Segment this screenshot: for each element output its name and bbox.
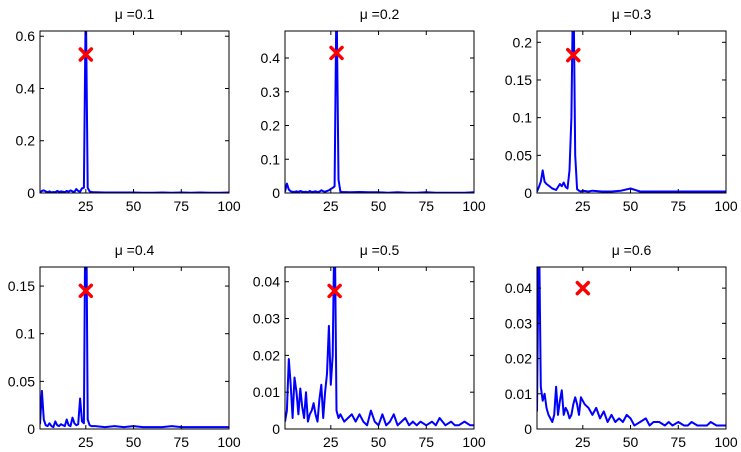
x-tick-label: 100 [217, 198, 241, 214]
y-tick-label: 0.04 [505, 280, 532, 296]
y-tick-label: 0 [272, 421, 280, 437]
peak-marker [575, 280, 591, 296]
series-line [40, 31, 229, 193]
axes-box [536, 266, 727, 430]
y-tick-label: 0 [524, 421, 532, 437]
y-tick-label: 0.2 [261, 118, 281, 134]
x-tick-label: 75 [418, 434, 434, 450]
subplot-title: μ =0.6 [612, 242, 652, 258]
peak-marker [329, 45, 344, 61]
y-tick-label: 0.05 [8, 373, 35, 389]
subplot-4: μ =0.4 25 50 75 100 0 0.05 0.1 0.15 [8, 242, 241, 450]
axes-box [39, 30, 230, 194]
axes-box [284, 266, 475, 430]
x-tick-label: 50 [623, 198, 639, 214]
x-tick-label: 25 [323, 434, 339, 450]
series-line [537, 31, 726, 193]
y-tick-label: 0 [272, 185, 280, 201]
y-tick-label: 0.2 [513, 34, 533, 50]
marker-stroke-b [327, 283, 342, 299]
y-tick-label: 0.02 [505, 351, 532, 367]
marker-stroke-b [575, 280, 591, 296]
x-tick-label: 50 [623, 434, 639, 450]
y-tick-label: 0.15 [505, 72, 532, 88]
series-line [285, 267, 474, 427]
x-tick-label: 100 [714, 198, 738, 214]
series-line [537, 267, 726, 427]
y-tick-label: 0 [27, 185, 35, 201]
x-tick-label: 75 [173, 434, 189, 450]
x-tick-label: 25 [323, 198, 339, 214]
marker-stroke-b [329, 45, 344, 61]
x-tick-label: 25 [78, 434, 94, 450]
marker-stroke-b [78, 283, 94, 299]
x-tick-label: 75 [418, 198, 434, 214]
x-tick-label: 50 [371, 198, 387, 214]
peak-marker [327, 283, 342, 299]
y-tick-label: 0.3 [261, 84, 281, 100]
y-tick-label: 0.1 [513, 110, 533, 126]
y-tick-label: 0.6 [16, 28, 36, 44]
y-tick-label: 0.02 [253, 347, 280, 363]
axes-box [39, 266, 230, 430]
y-tick-label: 0 [524, 185, 532, 201]
y-tick-label: 0.4 [16, 80, 36, 96]
marker-stroke-b [78, 47, 94, 62]
subplot-5: μ =0.5 25 50 75 100 0 0.01 0.02 0.03 0.04 [253, 242, 486, 450]
y-tick-label: 0.4 [261, 50, 281, 66]
x-tick-label: 25 [575, 434, 591, 450]
x-tick-label: 50 [371, 434, 387, 450]
subplot-title: μ =0.3 [612, 6, 652, 22]
subplot-title: μ =0.4 [115, 242, 155, 258]
subplot-1: μ =0.1 25 50 75 100 0 0.2 0.4 0.6 [16, 6, 241, 214]
x-tick-label: 100 [462, 434, 486, 450]
x-tick-label: 50 [126, 434, 142, 450]
y-tick-label: 0.1 [16, 326, 36, 342]
peak-marker [78, 47, 94, 62]
subplot-3: μ =0.3 25 50 75 100 0 0.05 0.1 0.15 0.2 [505, 6, 738, 214]
x-tick-label: 50 [126, 198, 142, 214]
subplot-title: μ =0.5 [360, 242, 400, 258]
x-tick-label: 25 [575, 198, 591, 214]
subplot-title: μ =0.2 [360, 6, 400, 22]
y-tick-label: 0.03 [253, 311, 280, 327]
axes-box [284, 30, 475, 194]
x-tick-label: 100 [217, 434, 241, 450]
y-tick-label: 0.2 [16, 133, 36, 149]
y-tick-label: 0.1 [261, 151, 281, 167]
x-tick-label: 75 [173, 198, 189, 214]
subplot-2: μ =0.2 25 50 75 100 0 0.1 0.2 0.3 0.4 [261, 6, 486, 214]
x-tick-label: 25 [78, 198, 94, 214]
axes-box [536, 30, 727, 194]
y-tick-label: 0.04 [253, 274, 280, 290]
marker-stroke-b [566, 47, 581, 63]
x-tick-label: 75 [670, 434, 686, 450]
y-tick-label: 0 [27, 421, 35, 437]
y-tick-label: 0.05 [505, 147, 532, 163]
x-tick-label: 100 [462, 198, 486, 214]
y-tick-label: 0.01 [253, 384, 280, 400]
peak-marker [78, 283, 94, 299]
y-tick-label: 0.01 [505, 386, 532, 402]
y-tick-label: 0.15 [8, 278, 35, 294]
peak-marker [566, 47, 581, 63]
x-tick-label: 75 [670, 198, 686, 214]
series-line [40, 267, 229, 429]
series-line [285, 31, 474, 193]
y-tick-label: 0.03 [505, 315, 532, 331]
subplot-6: μ =0.6 25 50 75 100 0 0.01 0.02 0.03 0.04 [505, 242, 738, 450]
subplot-title: μ =0.1 [115, 6, 155, 22]
x-tick-label: 100 [714, 434, 738, 450]
